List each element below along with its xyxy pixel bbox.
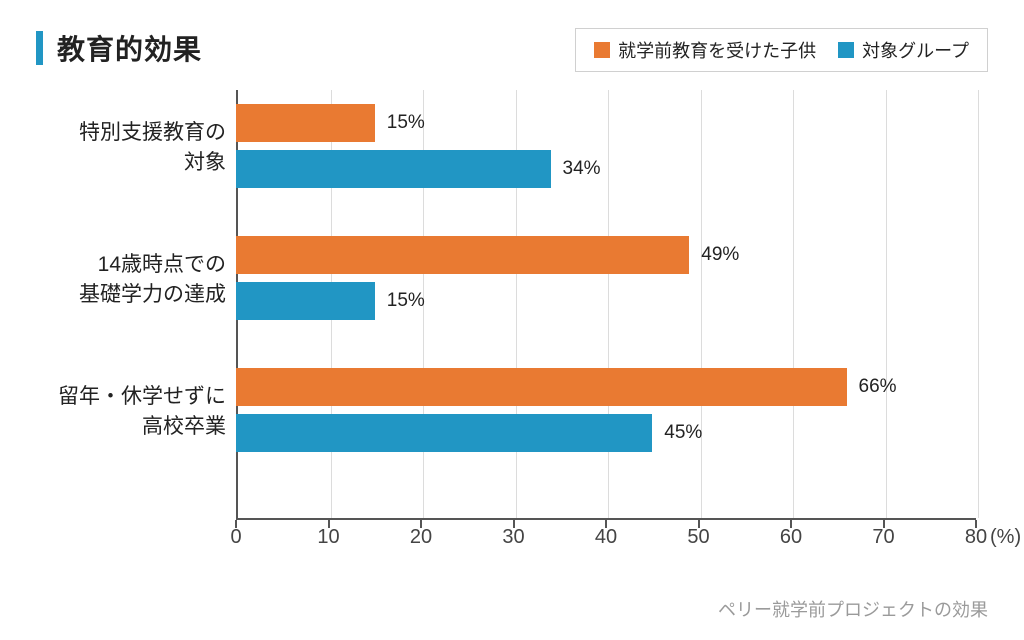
legend-swatch-series2 xyxy=(838,42,854,58)
bar-series2 xyxy=(236,282,375,320)
bar-series2 xyxy=(236,150,551,188)
category-label: 留年・休学せずに高校卒業 xyxy=(36,382,226,443)
gridline xyxy=(886,90,887,518)
category-label: 特別支援教育の対象 xyxy=(36,118,226,179)
legend-item-series1: 就学前教育を受けた子供 xyxy=(594,37,816,63)
bar-value-series1: 15% xyxy=(387,112,425,134)
gridline xyxy=(978,90,979,518)
x-tick-label: 10 xyxy=(317,526,339,549)
bar-value-series2: 34% xyxy=(563,158,601,180)
header: 教育的効果 就学前教育を受けた子供 対象グループ xyxy=(0,0,1024,72)
legend-swatch-series1 xyxy=(594,42,610,58)
bar-value-series2: 45% xyxy=(664,422,702,444)
bar-series2 xyxy=(236,414,652,452)
title-accent-bar xyxy=(36,31,43,65)
x-tick-label: 20 xyxy=(410,526,432,549)
legend-label-series1: 就学前教育を受けた子供 xyxy=(618,37,816,63)
bar-series1 xyxy=(236,236,689,274)
x-tick-label: 30 xyxy=(502,526,524,549)
x-tick-label: 50 xyxy=(687,526,709,549)
x-tick-label: 70 xyxy=(872,526,894,549)
legend: 就学前教育を受けた子供 対象グループ xyxy=(575,28,988,72)
bar-series1 xyxy=(236,368,847,406)
title-wrap: 教育的効果 xyxy=(36,28,202,68)
legend-label-series2: 対象グループ xyxy=(862,37,969,63)
x-tick-label: 0 xyxy=(230,526,241,549)
bar-value-series1: 66% xyxy=(859,376,897,398)
bar-value-series2: 15% xyxy=(387,290,425,312)
category-label: 14歳時点での基礎学力の達成 xyxy=(36,250,226,311)
x-tick-label: 60 xyxy=(780,526,802,549)
bar-series1 xyxy=(236,104,375,142)
bar-value-series1: 49% xyxy=(701,244,739,266)
page-title: 教育的効果 xyxy=(57,28,202,68)
gridline xyxy=(608,90,609,518)
legend-item-series2: 対象グループ xyxy=(838,37,969,63)
gridline xyxy=(701,90,702,518)
chart-area: 特別支援教育の対象 15% 34% 14歳時点での基礎学力の達成 49% 15% 留年・休学… xyxy=(36,90,988,560)
gridline xyxy=(793,90,794,518)
x-tick-label: 40 xyxy=(595,526,617,549)
x-axis-unit: (%) xyxy=(990,526,1021,549)
footer-note: ペリー就学前プロジェクトの効果 xyxy=(718,596,988,622)
x-tick-label: 80 xyxy=(965,526,987,549)
